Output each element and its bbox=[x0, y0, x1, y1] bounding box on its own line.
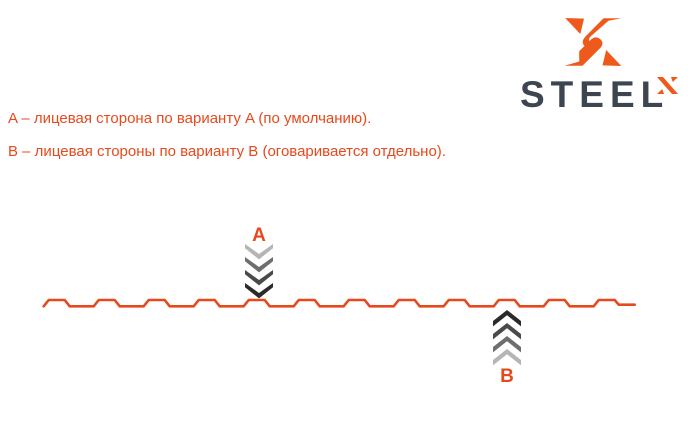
svg-text:B: B bbox=[500, 366, 514, 387]
svg-text:A: A bbox=[252, 225, 266, 246]
